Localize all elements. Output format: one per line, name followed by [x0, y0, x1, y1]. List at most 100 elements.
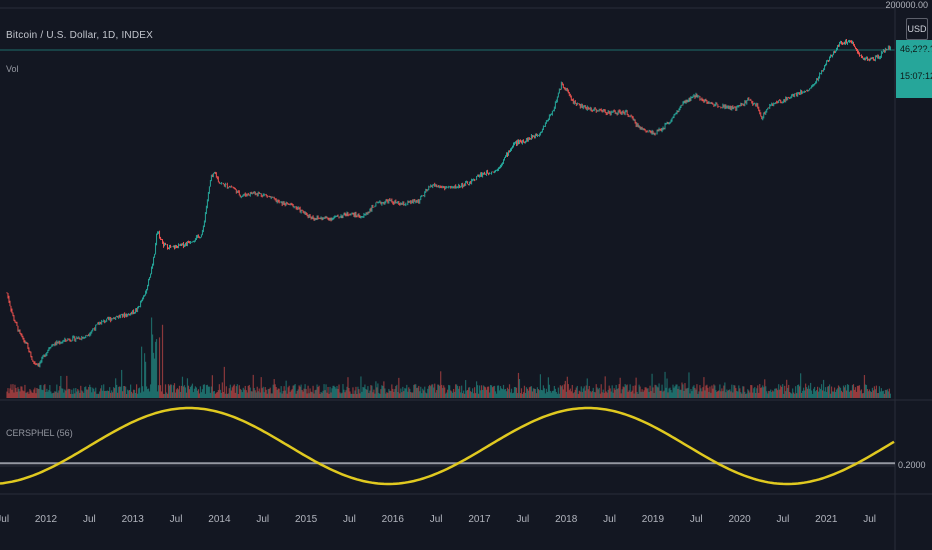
volume-bar	[742, 386, 744, 398]
volume-bar	[222, 391, 224, 398]
volume-bar	[838, 386, 841, 398]
volume-bar	[680, 389, 682, 398]
volume-bar	[670, 390, 672, 398]
volume-bar	[138, 387, 141, 398]
volume-bar	[592, 387, 594, 398]
volume-bar	[208, 386, 210, 398]
volume-bar	[266, 393, 268, 398]
volume-bar	[112, 392, 114, 398]
volume-bar	[522, 392, 525, 398]
symbol-title[interactable]: Bitcoin / U.S. Dollar, 1D, INDEX	[6, 30, 154, 41]
volume-bar	[654, 384, 656, 398]
volume-bar	[618, 384, 620, 398]
volume-bar	[584, 390, 586, 398]
volume-bar	[225, 386, 227, 398]
volume-bar	[768, 390, 770, 398]
volume-bar	[69, 389, 71, 398]
volume-bar	[281, 393, 283, 398]
volume-bar	[103, 384, 105, 398]
volume-bar	[22, 390, 24, 398]
volume-bar	[666, 378, 668, 398]
volume-bar	[10, 384, 12, 398]
volume-bar	[337, 388, 339, 398]
volume-bar	[719, 384, 721, 398]
volume-bar	[443, 385, 445, 398]
volume-bar	[422, 388, 424, 398]
volume-bar	[632, 385, 634, 398]
volume-bar	[130, 384, 132, 398]
x-tick-label: 2015	[295, 514, 318, 525]
volume-bar	[667, 392, 669, 398]
volume-bar	[664, 371, 666, 398]
volume-bar	[261, 388, 263, 398]
volume-bar	[817, 391, 820, 398]
volume-bar	[229, 384, 231, 398]
volume-bar	[247, 385, 249, 398]
volume-bar	[797, 384, 799, 398]
volume-bar	[352, 387, 354, 398]
volume-bar	[371, 385, 373, 398]
volume-bar	[620, 393, 622, 398]
volume-bar	[124, 385, 126, 398]
volume-bar	[802, 390, 804, 398]
volume-bar	[85, 386, 87, 398]
volume-bar	[547, 377, 549, 398]
volume-bar	[602, 389, 604, 398]
volume-bar	[887, 391, 889, 398]
volume-bar	[424, 386, 426, 398]
volume-label[interactable]: Vol	[6, 64, 19, 74]
volume-bar	[288, 385, 290, 398]
volume-bar	[881, 391, 883, 398]
volume-bar	[560, 386, 562, 398]
volume-bar	[224, 393, 226, 398]
volume-bar	[111, 390, 113, 398]
volume-bar	[459, 386, 461, 398]
volume-bar	[286, 393, 288, 398]
volume-bar	[825, 391, 828, 398]
volume-bar	[532, 388, 535, 398]
volume-bar	[613, 388, 615, 398]
volume-bar	[104, 391, 106, 398]
volume-bar	[256, 386, 258, 398]
volume-bar	[364, 384, 366, 398]
volume-bar	[172, 385, 175, 398]
volume-bar	[457, 385, 459, 398]
volume-bar	[411, 392, 413, 398]
volume-bar	[220, 392, 222, 398]
volume-bar	[805, 383, 807, 398]
volume-bar	[65, 390, 67, 398]
volume-bar	[273, 379, 275, 398]
volume-bar	[725, 392, 727, 398]
volume-bar	[331, 388, 333, 398]
volume-bar	[573, 392, 575, 398]
volume-bar	[779, 389, 781, 398]
volume-bar	[123, 386, 125, 398]
volume-bar	[458, 388, 460, 398]
volume-bar	[182, 386, 185, 398]
volume-bar	[786, 379, 788, 398]
volume-bar	[623, 387, 625, 398]
volume-bar	[760, 387, 762, 398]
volume-bar	[530, 386, 533, 398]
volume-bar	[787, 387, 789, 398]
volume-bar	[452, 392, 454, 398]
volume-bar	[796, 393, 798, 398]
volume-bar	[48, 390, 50, 398]
volume-bar	[801, 392, 803, 398]
volume-bar	[520, 388, 523, 398]
volume-bar	[198, 393, 201, 398]
volume-bar	[272, 384, 274, 398]
volume-bar	[108, 391, 110, 398]
volume-bar	[430, 386, 432, 398]
volume-bar	[187, 385, 190, 398]
volume-bar	[374, 393, 376, 398]
volume-bar	[778, 384, 780, 398]
volume-bar	[196, 390, 199, 398]
volume-bar	[462, 393, 464, 398]
currency-button[interactable]: USD	[906, 18, 928, 40]
x-tick-label: 2012	[35, 514, 58, 525]
volume-bar	[338, 384, 340, 398]
volume-bar	[390, 391, 392, 398]
indicator-label[interactable]: CERSPHEL (56)	[6, 428, 73, 438]
